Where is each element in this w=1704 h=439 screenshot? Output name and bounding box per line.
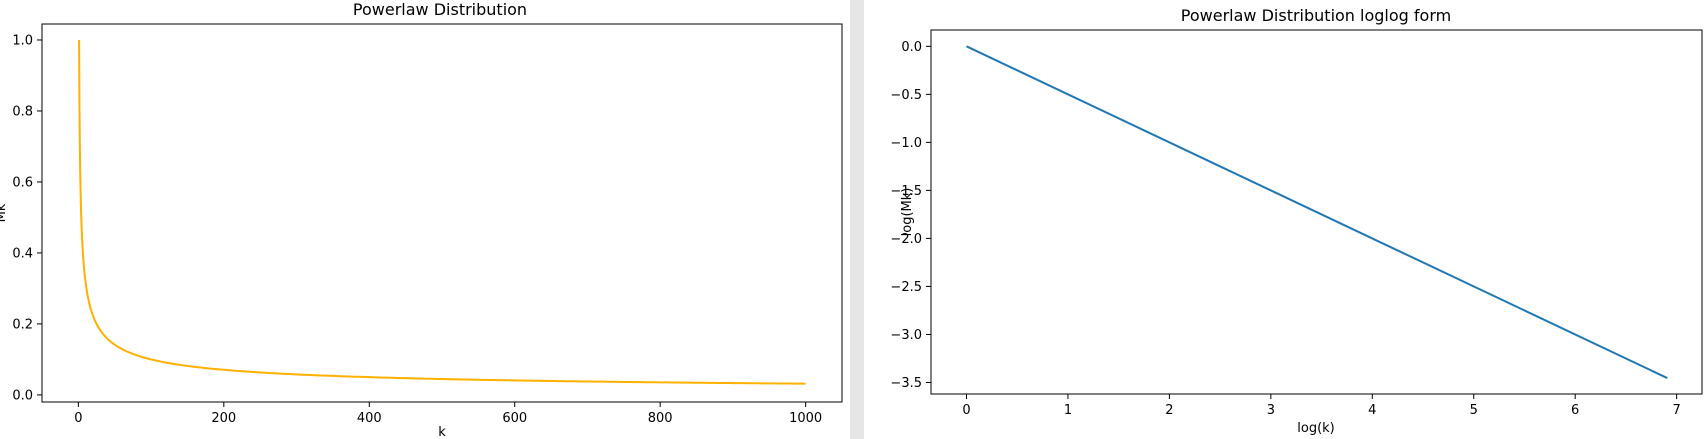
x-tick-label: 400 xyxy=(357,411,382,426)
series-group xyxy=(966,45,1668,379)
x-tick-label: 1 xyxy=(1064,403,1072,418)
chart-title: Powerlaw Distribution xyxy=(353,0,527,19)
y-axis-label: Mk xyxy=(0,203,9,222)
x-tick-label: 800 xyxy=(648,411,673,426)
x-axis-ticks: 0 200 400 600 800 1000 xyxy=(74,402,822,426)
chart-title: Powerlaw Distribution loglog form xyxy=(1181,6,1451,25)
series-group xyxy=(78,39,806,385)
chart-panel-left: Powerlaw Distribution 0 200 400 600 800 1000 … xyxy=(0,0,850,439)
y-tick-label: −2.0 xyxy=(890,232,922,247)
y-tick-label: −1.0 xyxy=(890,136,922,151)
y-axis-label: log(Mk) xyxy=(900,188,915,237)
x-tick-label: 2 xyxy=(1165,403,1173,418)
plot-area xyxy=(41,23,843,403)
y-tick-label: −3.0 xyxy=(890,328,922,343)
x-axis-ticks: 0 1 2 3 4 5 6 7 xyxy=(962,394,1681,418)
x-tick-label: 3 xyxy=(1267,403,1275,418)
y-tick-label: −3.5 xyxy=(890,376,922,391)
chart-panel-right: Powerlaw Distribution loglog form 0 1 2 3 4 5… xyxy=(864,0,1704,439)
y-tick-label: 0.6 xyxy=(12,175,33,190)
y-tick-label: −0.5 xyxy=(890,88,922,103)
x-tick-label: 4 xyxy=(1368,403,1376,418)
y-tick-label: 0.8 xyxy=(12,104,33,119)
y-axis-ticks: 0.0 −0.5 −1.0 −1.5 −2.0 −2.5 −3.0 −3.5 xyxy=(890,40,931,391)
panel-divider xyxy=(850,0,864,439)
y-tick-label: −1.5 xyxy=(890,184,922,199)
loglog-chart: Powerlaw Distribution loglog form 0 1 2 3 4 5… xyxy=(890,6,1703,436)
x-tick-label: 200 xyxy=(211,411,236,426)
series-line xyxy=(966,45,1668,379)
powerlaw-chart: Powerlaw Distribution 0 200 400 600 800 1000 … xyxy=(0,0,843,439)
x-tick-label: 0 xyxy=(74,411,82,426)
x-axis-label: log(k) xyxy=(1297,421,1335,436)
y-tick-label: 0.0 xyxy=(901,40,922,55)
y-tick-label: −2.5 xyxy=(890,280,922,295)
x-tick-label: 600 xyxy=(502,411,527,426)
y-tick-label: 0.0 xyxy=(12,388,33,403)
plot-area xyxy=(930,29,1703,395)
y-tick-label: 1.0 xyxy=(12,33,33,48)
x-tick-label: 7 xyxy=(1672,403,1680,418)
y-tick-label: 0.2 xyxy=(12,317,33,332)
x-tick-label: 5 xyxy=(1470,403,1478,418)
x-tick-label: 0 xyxy=(962,403,970,418)
series-line xyxy=(78,39,806,385)
y-axis-ticks: 0.0 0.2 0.4 0.6 0.8 1.0 xyxy=(12,33,42,403)
x-axis-label: k xyxy=(438,425,446,439)
x-tick-label: 1000 xyxy=(789,411,822,426)
y-tick-label: 0.4 xyxy=(12,246,33,261)
x-tick-label: 6 xyxy=(1571,403,1579,418)
